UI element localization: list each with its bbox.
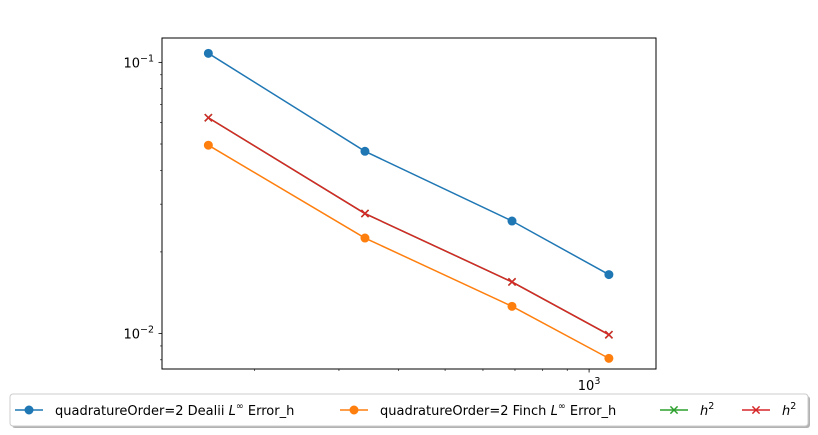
legend-swatch-marker-stroke bbox=[669, 405, 679, 415]
legend-swatch-marker bbox=[24, 405, 34, 415]
series-3-point bbox=[507, 277, 517, 287]
legend-label: quadratureOrder=2 Dealii L∞ Error_h bbox=[55, 401, 294, 419]
legend-swatch-marker-stroke bbox=[751, 405, 761, 415]
legend-label-math: L bbox=[229, 404, 236, 419]
y-tick-label: 10−1 bbox=[123, 53, 154, 71]
series-1-point bbox=[203, 140, 213, 150]
x-tick-label-exponent: 3 bbox=[594, 376, 600, 387]
legend-label-superscript: 2 bbox=[790, 401, 796, 412]
legend-label-superscript: 2 bbox=[708, 401, 714, 412]
series-3-point bbox=[204, 113, 213, 122]
legend-label-superscript: ∞ bbox=[236, 401, 244, 412]
legend-box bbox=[9, 393, 809, 427]
y-tick-label-base: 10 bbox=[123, 56, 140, 71]
plot-frame bbox=[161, 37, 657, 370]
series-3-point-stroke bbox=[360, 209, 370, 218]
y-axis: 10−110−2 bbox=[123, 53, 162, 361]
series-1-point bbox=[507, 301, 517, 311]
legend-label: quadratureOrder=2 Finch L∞ Error_h bbox=[380, 401, 616, 419]
series-3-point-stroke bbox=[507, 277, 517, 287]
series-3 bbox=[204, 113, 614, 339]
legend-label-prefix: quadratureOrder=2 Dealii bbox=[55, 404, 229, 419]
series-1-point bbox=[604, 353, 614, 363]
series-0-point bbox=[507, 216, 517, 226]
legend-swatch-marker bbox=[349, 405, 359, 415]
legend: quadratureOrder=2 Dealii L∞ Error_h quadr… bbox=[9, 393, 810, 428]
legend-swatch-marker bbox=[669, 405, 679, 415]
x-tick-label: 103 bbox=[578, 376, 601, 394]
legend-label-suffix: Error_h bbox=[566, 404, 617, 419]
legend-swatch-marker bbox=[751, 405, 761, 415]
series-3-point bbox=[360, 209, 370, 218]
legend-label-superscript: ∞ bbox=[558, 401, 566, 412]
legend-label-math: L bbox=[551, 404, 558, 419]
series-1-line bbox=[207, 144, 610, 360]
series-0-point bbox=[360, 146, 370, 156]
series-0-line bbox=[207, 52, 610, 276]
legend-items: quadratureOrder=2 Dealii L∞ Error_h quadr… bbox=[15, 401, 796, 419]
series-1 bbox=[203, 140, 614, 363]
legend-label-math: h bbox=[782, 404, 790, 419]
series-0-point bbox=[604, 270, 614, 280]
x-tick-label-base: 10 bbox=[578, 379, 595, 394]
legend-item-3: h2 bbox=[742, 401, 796, 419]
legend-label: h2 bbox=[782, 401, 796, 419]
y-tick-label-exponent: −1 bbox=[140, 53, 154, 64]
legend-label-prefix: quadratureOrder=2 Finch bbox=[380, 404, 551, 419]
legend-label-math: h bbox=[700, 404, 708, 419]
legend-item-2: h2 bbox=[660, 401, 714, 419]
y-tick-label-exponent: −2 bbox=[140, 325, 154, 336]
series-0 bbox=[203, 48, 614, 280]
series-layer bbox=[203, 48, 614, 363]
series-3-point-stroke bbox=[204, 113, 213, 122]
series-0-point bbox=[203, 48, 213, 58]
legend-label: h2 bbox=[700, 401, 714, 419]
series-3-point-stroke bbox=[604, 330, 614, 339]
y-tick-label: 10−2 bbox=[123, 325, 154, 343]
series-1-point bbox=[360, 233, 370, 243]
legend-item-1: quadratureOrder=2 Finch L∞ Error_h bbox=[340, 401, 616, 419]
plot-area: 103 10−110−2 bbox=[123, 37, 657, 394]
y-tick-label-base: 10 bbox=[123, 328, 140, 343]
legend-label-suffix: Error_h bbox=[244, 404, 295, 419]
series-3-line bbox=[207, 117, 610, 336]
x-axis: 103 bbox=[254, 369, 601, 394]
legend-item-0: quadratureOrder=2 Dealii L∞ Error_h bbox=[15, 401, 294, 419]
series-3-point bbox=[604, 330, 614, 339]
